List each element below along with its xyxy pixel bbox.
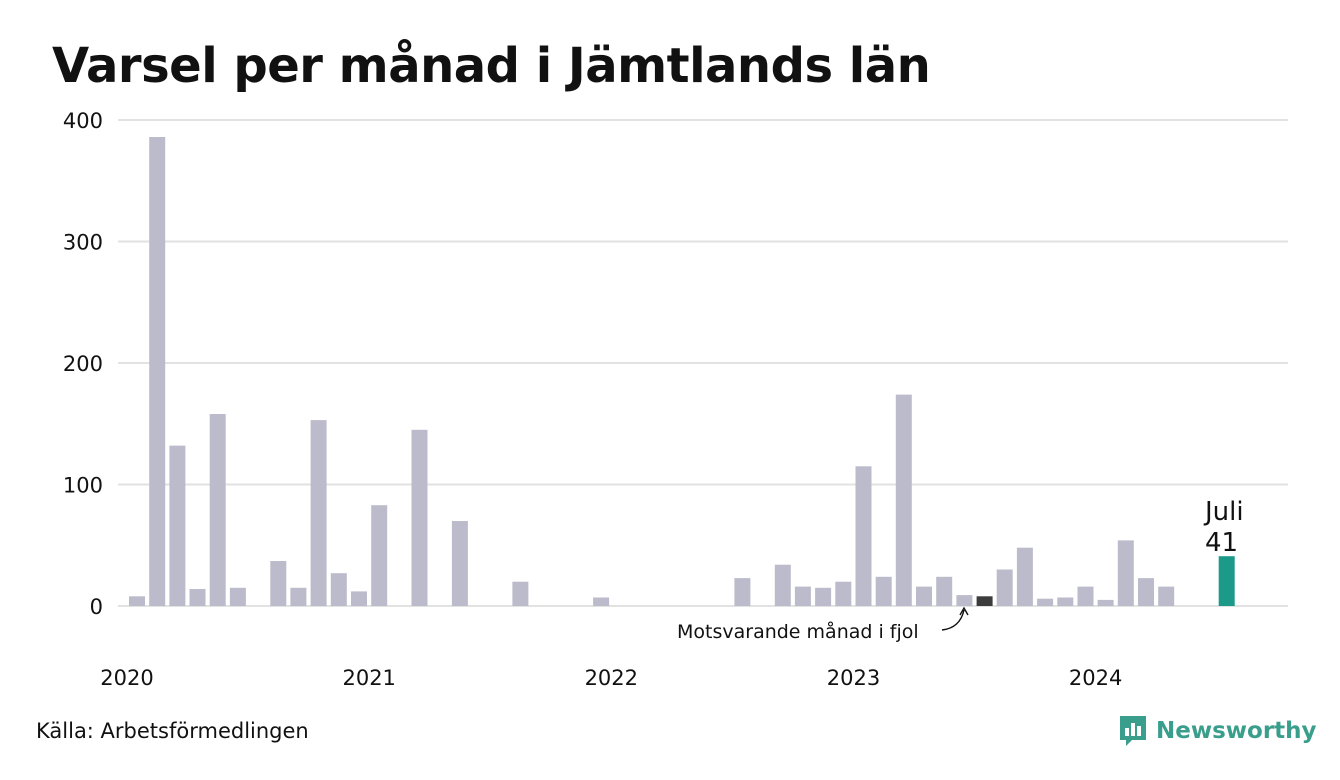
- chart-title: Varsel per månad i Jämtlands län: [52, 38, 931, 94]
- bar: [229, 587, 246, 606]
- bar: [451, 521, 468, 606]
- x-axis-year-labels: 2020 2021 2022 2023 2024: [100, 666, 1122, 690]
- highlight-month-label: Juli: [1203, 497, 1244, 527]
- bar: [835, 581, 852, 606]
- bars: [129, 137, 1235, 606]
- x-tick-label: 2024: [1069, 666, 1122, 690]
- bar: [774, 564, 791, 606]
- y-tick-label: 300: [63, 231, 103, 255]
- bar: [794, 586, 811, 606]
- bar-previous-year: [976, 596, 993, 606]
- bar: [1138, 578, 1154, 606]
- y-axis-ticks: 0 100 200 300 400: [63, 109, 103, 619]
- x-tick-label: 2020: [100, 666, 153, 690]
- bar: [512, 581, 529, 606]
- bar: [895, 394, 912, 606]
- bar: [1117, 540, 1134, 606]
- highlight-label: Juli 41: [1203, 497, 1244, 558]
- bar: [209, 414, 226, 606]
- bar: [1037, 598, 1054, 606]
- bar: [129, 596, 145, 606]
- y-tick-label: 400: [63, 109, 103, 133]
- source-note: Källa: Arbetsförmedlingen: [36, 719, 309, 743]
- bar: [1097, 599, 1114, 606]
- bar: [149, 137, 166, 606]
- bar: [1057, 597, 1074, 606]
- bar: [916, 586, 932, 606]
- y-tick-label: 100: [63, 474, 103, 498]
- bar: [290, 587, 307, 606]
- bar: [330, 573, 347, 606]
- brand-logo[interactable]: Newsworthy: [1118, 714, 1317, 748]
- bar: [593, 597, 610, 606]
- bar: [371, 505, 388, 606]
- annotation: Motsvarande månad i fjol: [677, 606, 969, 643]
- bar: [351, 591, 367, 606]
- x-tick-label: 2023: [827, 666, 880, 690]
- brand-name: Newsworthy: [1156, 718, 1317, 744]
- bar: [875, 576, 892, 606]
- annotation-arrow-head: [959, 606, 969, 616]
- y-tick-label: 0: [90, 595, 103, 619]
- bar: [1016, 547, 1033, 606]
- bar: [734, 578, 751, 606]
- grid-lines: [118, 119, 1288, 607]
- bar: [1158, 586, 1175, 606]
- bar: [996, 569, 1013, 606]
- bar-current-month: [1218, 556, 1235, 606]
- bar: [310, 420, 327, 606]
- bar: [1077, 586, 1094, 606]
- bar: [189, 589, 206, 606]
- y-tick-label: 200: [63, 352, 103, 376]
- bar: [169, 445, 186, 606]
- highlight-value-label: 41: [1205, 528, 1238, 558]
- bar-chart: 0 100 200 300 400 2020 2021 2022 2023 2024 Motsv…: [63, 109, 1288, 690]
- bar: [411, 429, 428, 606]
- bar: [956, 595, 973, 606]
- bar: [855, 466, 872, 606]
- x-tick-label: 2021: [342, 666, 395, 690]
- annotation-label: Motsvarande månad i fjol: [677, 620, 919, 643]
- newsworthy-logo-icon: [1120, 716, 1146, 746]
- bar: [815, 587, 832, 606]
- bar: [270, 561, 287, 606]
- annotation-arrow: [941, 609, 965, 631]
- bar: [936, 576, 953, 606]
- x-tick-label: 2022: [585, 666, 638, 690]
